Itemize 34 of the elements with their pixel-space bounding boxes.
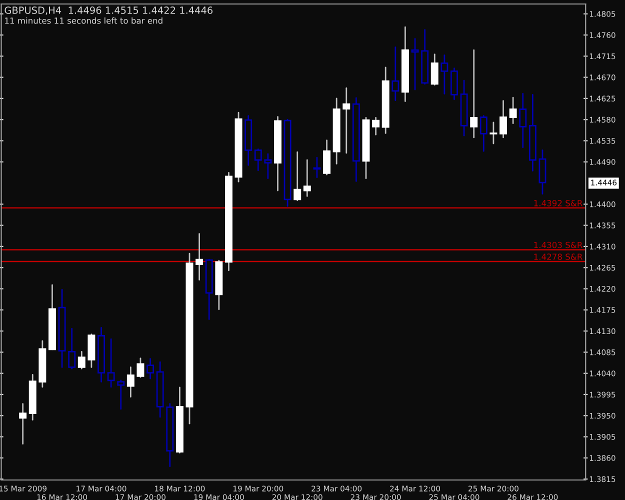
ref-line-label: 1.4392 S&R <box>534 200 582 206</box>
ref-line-label: 1.4303 S&R <box>534 242 582 248</box>
candlestick <box>538 149 546 195</box>
candlestick <box>146 358 154 380</box>
candlestick <box>430 54 438 86</box>
text: 11 minutes 11 seconds left to bar end <box>5 17 162 24</box>
candlestick <box>440 54 448 94</box>
candlestick <box>323 140 331 176</box>
candlestick <box>450 68 458 100</box>
chart-title: GBPUSD,H4 1.4496 1.4515 1.4422 1.4446 <box>4 6 213 15</box>
candlestick <box>117 380 125 410</box>
candlestick <box>78 351 86 370</box>
candlestick <box>107 338 115 388</box>
candlestick <box>126 366 134 398</box>
candlestick <box>392 46 400 102</box>
candlestick <box>264 153 272 180</box>
candlestick <box>196 233 204 281</box>
candlestick <box>519 93 527 148</box>
candlestick <box>254 148 262 172</box>
candlestick <box>313 156 321 178</box>
candlestick <box>19 403 27 445</box>
candlestick <box>342 87 350 154</box>
candlestick <box>411 38 419 90</box>
candlestick <box>500 100 507 138</box>
candlestick <box>470 49 478 138</box>
candlestick <box>372 117 380 136</box>
candlestick <box>303 159 311 197</box>
candlestick <box>509 96 517 124</box>
ref-line-label: 1.4278 S&R <box>534 254 582 260</box>
candlestick <box>68 328 76 370</box>
candlestick <box>490 122 498 144</box>
candlestick <box>136 358 144 378</box>
candlestick <box>480 115 488 152</box>
candlestick <box>294 151 302 202</box>
